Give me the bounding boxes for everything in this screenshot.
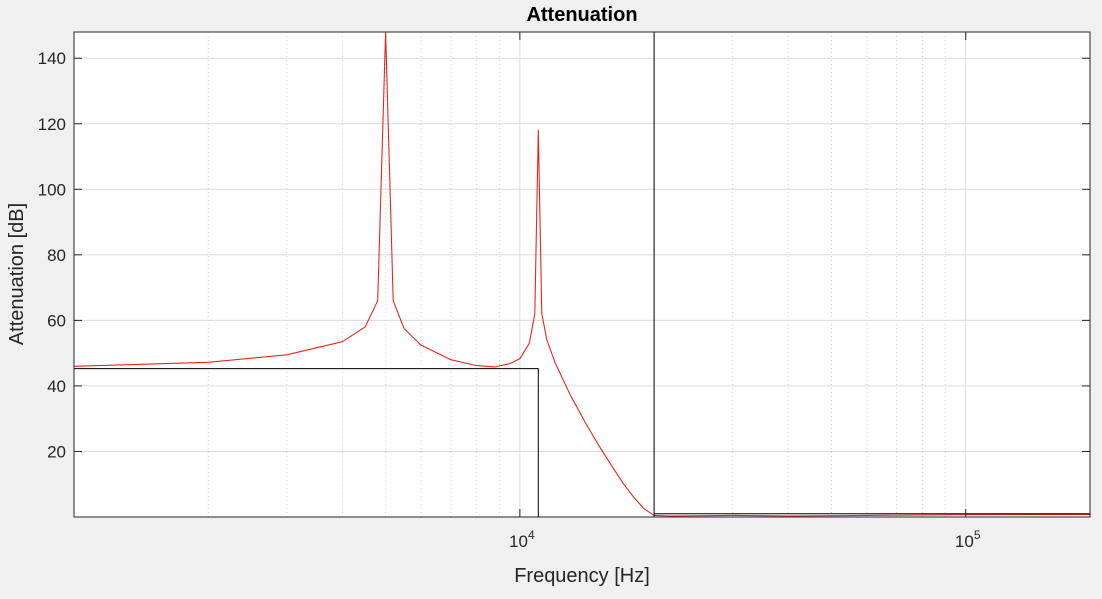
y-tick-label: 100 xyxy=(38,180,66,199)
x-tick-label: 104 xyxy=(509,528,535,551)
axes-box xyxy=(73,31,1091,518)
y-tick-label: 40 xyxy=(47,377,66,396)
series-line-0 xyxy=(73,31,1091,517)
y-tick-label: 80 xyxy=(47,246,66,265)
y-tick-label: 140 xyxy=(38,49,66,68)
y-tick-label: 60 xyxy=(47,311,66,330)
plot-area xyxy=(74,32,1090,517)
grid xyxy=(74,32,1090,517)
chart-title: Attenuation xyxy=(526,4,637,26)
x-axis-label: Frequency [Hz] xyxy=(514,565,650,587)
tick-layer xyxy=(74,32,1090,517)
y-tick-label: 20 xyxy=(47,442,66,461)
tick-labels: 20 40 60 80 100 120 140 104 105 xyxy=(38,49,981,551)
x-tick-label: 105 xyxy=(955,528,981,551)
y-axis-label: Attenuation [dB] xyxy=(6,203,28,345)
y-tick-label: 120 xyxy=(38,115,66,134)
